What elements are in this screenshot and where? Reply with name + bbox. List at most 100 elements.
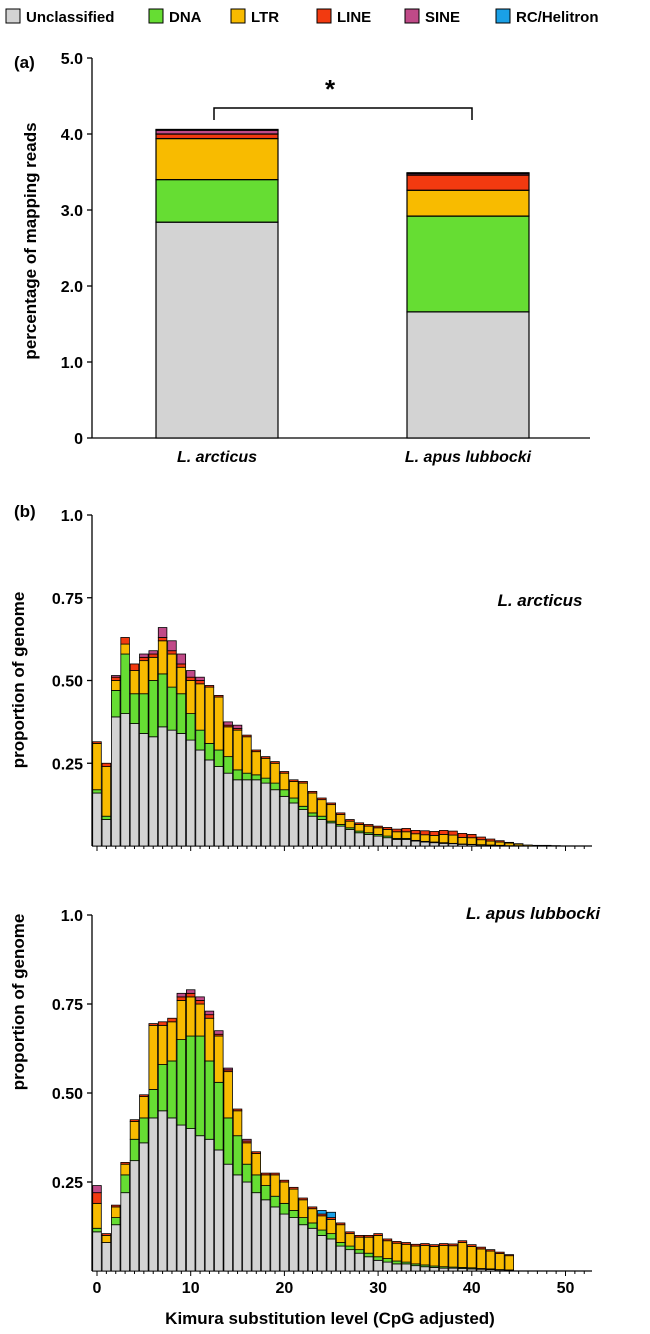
b2-bar-11-sine xyxy=(195,996,205,1001)
b2-bar-20-dna xyxy=(279,1202,290,1215)
b2-ytick-label: 0.50 xyxy=(52,1086,83,1103)
b2-bar-19-ltr xyxy=(270,1174,280,1197)
b1-bar-25-line xyxy=(326,802,336,806)
b2-bar-37-ltr xyxy=(438,1244,449,1268)
b2-bar-0-sine xyxy=(92,1185,102,1194)
b2-bar-4-ltr xyxy=(129,1121,140,1140)
b1-bar-36-unclassified xyxy=(429,842,440,847)
b2-bar-28-unclassified xyxy=(354,1252,365,1272)
b2-bar-29-ltr xyxy=(364,1236,374,1254)
b2-bar-29-dna xyxy=(364,1252,374,1258)
b2-bar-4-unclassified xyxy=(129,1160,140,1272)
b2-xtick-label: 30 xyxy=(369,1280,387,1297)
b2-xtick-label: 0 xyxy=(93,1280,102,1297)
legend-swatch-sine xyxy=(404,8,420,24)
b1-bar-1-ltr xyxy=(101,766,112,817)
b1-bar-3-unclassified xyxy=(120,713,130,847)
b2-bar-3-dna xyxy=(120,1174,130,1194)
b2-xtick-label: 50 xyxy=(557,1280,575,1297)
bar-l-apus-lubbocki-unclassified xyxy=(406,311,530,439)
b1-bar-17-dna xyxy=(251,774,261,781)
b2-bar-5-unclassified xyxy=(139,1142,149,1272)
b1-bar-40-ltr xyxy=(467,837,477,845)
b1-bar-4-unclassified xyxy=(129,723,140,847)
b1-bar-33-ltr xyxy=(401,831,411,839)
b1-bar-4-line xyxy=(129,663,140,671)
b1-bar-6-unclassified xyxy=(148,736,158,847)
b2-bar-5-dna xyxy=(139,1117,149,1144)
b2-bar-1-ltr xyxy=(101,1235,112,1243)
b2-bar-37-unclassified xyxy=(438,1267,449,1272)
b1-bar-19-unclassified xyxy=(270,789,280,847)
b2-bar-32-line xyxy=(392,1241,402,1244)
b1-bar-41-line xyxy=(476,836,486,841)
b1-bar-35-ltr xyxy=(420,834,430,842)
panel-a-ytick-label: 4.0 xyxy=(61,127,83,144)
b1-bar-9-sine xyxy=(176,653,187,665)
b2-bar-12-ltr xyxy=(204,1017,215,1062)
b2-bar-9-ltr xyxy=(176,1000,187,1041)
b1-bar-10-unclassified xyxy=(185,739,196,847)
b1-bar-14-unclassified xyxy=(223,772,233,847)
b1-bar-16-line xyxy=(242,734,252,738)
b1-bar-21-dna xyxy=(289,797,299,804)
legend-label-unclassified: Unclassified xyxy=(26,9,114,26)
b2-bar-13-unclassified xyxy=(214,1149,224,1272)
b1-bar-20-ltr xyxy=(279,772,290,791)
b2-bar-38-unclassified xyxy=(448,1267,458,1272)
b2-bar-43-line xyxy=(495,1251,505,1254)
b1-bar-30-ltr xyxy=(373,827,383,835)
b1-bar-27-line xyxy=(345,819,355,822)
b2-xtick-label: 40 xyxy=(463,1280,481,1297)
b2-bar-9-sine xyxy=(176,992,187,998)
b2-bar-41-ltr xyxy=(476,1248,486,1269)
b2-bar-29-unclassified xyxy=(364,1256,374,1272)
b2-bar-2-dna xyxy=(111,1217,121,1226)
legend-label-line: LINE xyxy=(337,9,371,26)
b2-bar-38-ltr xyxy=(448,1245,458,1268)
b1-bar-39-ltr xyxy=(457,836,468,845)
b2-bar-9-line xyxy=(176,996,187,1001)
bar-l-arcticus-rc-helitron xyxy=(155,128,279,131)
b2-bar-34-unclassified xyxy=(410,1265,421,1272)
b2-bar-21-dna xyxy=(289,1210,299,1218)
b2-bar-33-line xyxy=(401,1242,411,1245)
b2-bar-42-ltr xyxy=(485,1250,496,1270)
b2-bar-11-unclassified xyxy=(195,1135,205,1272)
b1-bar-6-ltr xyxy=(148,656,158,681)
b1-bar-26-ltr xyxy=(335,814,346,825)
b1-bar-47-ltr xyxy=(532,844,543,847)
b1-bar-9-unclassified xyxy=(176,733,187,847)
b2-bar-20-line xyxy=(279,1179,290,1183)
b1-bar-29-unclassified xyxy=(364,834,374,847)
b2-bar-10-unclassified xyxy=(185,1128,196,1272)
b1-bar-10-sine xyxy=(185,670,196,678)
b2-bar-30-ltr xyxy=(373,1235,383,1258)
b1-bar-27-ltr xyxy=(345,820,355,829)
b1-bar-6-line xyxy=(148,653,158,658)
b1-bar-5-sine xyxy=(139,653,149,658)
b2-bar-39-line xyxy=(457,1240,468,1243)
b1-bar-33-line xyxy=(401,828,411,833)
b1-bar-10-ltr xyxy=(185,680,196,714)
b2-bar-12-dna xyxy=(204,1060,215,1140)
legend: Unclassified DNA LTR LINE SINE RC/Helitron xyxy=(5,8,599,26)
b1-bar-14-ltr xyxy=(223,726,233,758)
legend-swatch-dna xyxy=(148,8,164,24)
b2-bar-40-ltr xyxy=(467,1246,477,1269)
b1-bar-33-unclassified xyxy=(401,838,411,847)
panel-b-label: (b) xyxy=(14,502,36,521)
b1-bar-25-unclassified xyxy=(326,822,336,847)
b2-bar-19-line xyxy=(270,1172,280,1176)
b1-bar-0-ltr xyxy=(92,742,102,791)
b2-bar-8-line xyxy=(167,1017,177,1023)
b2-bar-10-line xyxy=(185,992,196,998)
b2-bar-24-unclassified xyxy=(317,1235,327,1272)
b2-bar-17-dna xyxy=(251,1174,261,1194)
b1-bar-19-ltr xyxy=(270,762,280,784)
b1-bar-30-line xyxy=(373,825,383,829)
b1-bar-22-dna xyxy=(298,805,308,810)
b2-bar-39-ltr xyxy=(457,1242,468,1268)
b1-bar-18-ltr xyxy=(260,757,271,779)
b1-bar-12-unclassified xyxy=(204,759,215,847)
